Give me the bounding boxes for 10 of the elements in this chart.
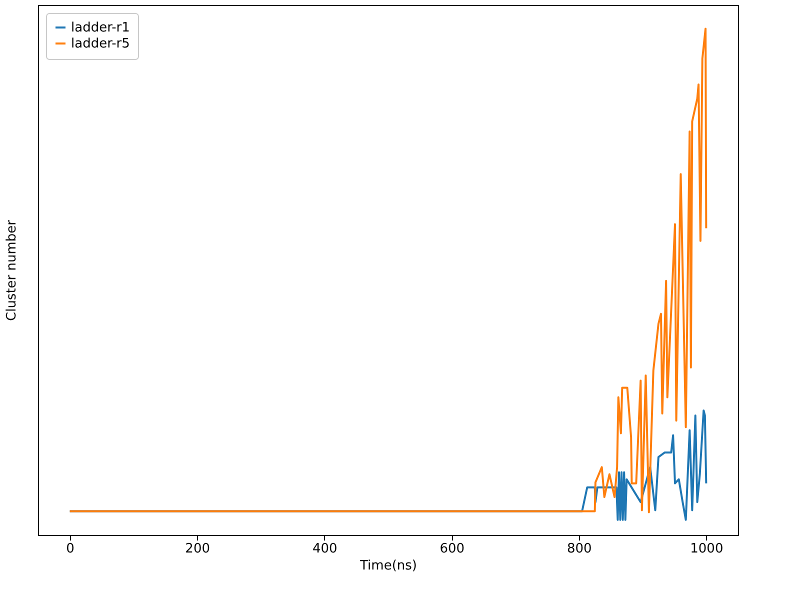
x-tick-label: 800 [566,542,592,556]
x-tick-label: 0 [66,542,74,556]
x-tick-label: 400 [312,542,338,556]
x-tick-label: 1000 [690,542,724,556]
x-axis-title: Time(ns) [359,558,417,574]
y-axis-title: Cluster number [4,219,20,322]
x-tick-label: 200 [185,542,210,556]
legend-label: ladder-r5 [71,36,130,52]
legend-label: ladder-r1 [71,20,130,36]
x-tick-label: 600 [440,542,465,556]
